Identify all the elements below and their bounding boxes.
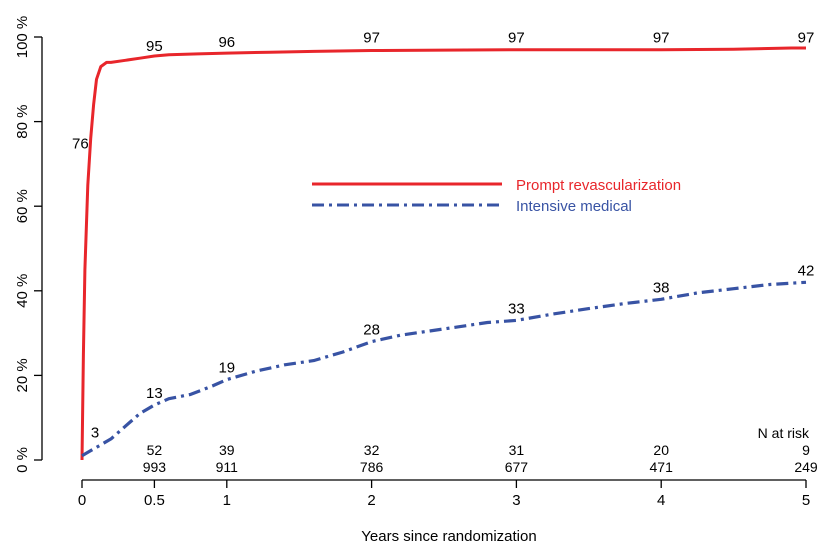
series-line-intensive-medical <box>81 280 807 458</box>
y-axis: 0 % 20 % 40 % 60 % 80 % 100 % <box>14 16 43 473</box>
x-tick-label: 4 <box>657 492 665 509</box>
y-tick-label: 80 % <box>14 104 31 138</box>
y-tick-label: 100 % <box>14 16 31 59</box>
series-line-prompt-revascularization <box>80 46 806 461</box>
data-label: 13 <box>146 385 163 402</box>
data-label: 76 <box>72 136 89 153</box>
x-tick-label: 2 <box>367 492 375 509</box>
data-label: 38 <box>653 279 670 296</box>
data-label: 33 <box>508 300 525 317</box>
legend: Prompt revascularization Intensive medic… <box>312 177 681 215</box>
x-tick-label: 0 <box>78 492 86 509</box>
risk-count: 31 <box>509 442 525 458</box>
risk-count: 911 <box>216 459 239 475</box>
risk-count: 786 <box>360 459 384 475</box>
legend-label-intensive-medical: Intensive medical <box>516 198 632 215</box>
risk-count: 32 <box>364 442 380 458</box>
risk-count: 677 <box>505 459 529 475</box>
data-label: 97 <box>363 30 380 47</box>
data-label: 96 <box>218 34 235 51</box>
data-label: 19 <box>218 360 235 377</box>
data-label: 28 <box>363 322 380 339</box>
data-labels: 76 95 96 97 97 97 97 3 13 19 28 33 38 42 <box>72 30 814 442</box>
x-tick-label: 1 <box>223 492 231 509</box>
y-tick-label: 60 % <box>14 189 31 223</box>
risk-table: N at risk 52 39 32 31 20 9 993 911 786 677 471 249 <box>143 425 817 475</box>
data-label: 42 <box>798 262 815 279</box>
series-layer <box>80 46 807 461</box>
risk-count: 52 <box>147 442 163 458</box>
data-label: 97 <box>653 30 670 47</box>
risk-count: 471 <box>650 459 674 475</box>
risk-count: 249 <box>794 459 817 475</box>
legend-label-prompt-revascularization: Prompt revascularization <box>516 177 681 194</box>
risk-count: 39 <box>219 442 235 458</box>
data-label: 97 <box>508 30 525 47</box>
data-label: 3 <box>91 424 99 441</box>
y-tick-label: 40 % <box>14 274 31 308</box>
x-tick-label: 5 <box>802 492 810 509</box>
data-label: 97 <box>798 30 815 47</box>
data-label: 95 <box>146 38 163 55</box>
risk-table-header: N at risk <box>758 425 810 441</box>
x-tick-label: 3 <box>512 492 520 509</box>
x-axis: 0 0.5 1 2 3 4 5 <box>78 479 810 509</box>
x-tick-label: 0.5 <box>144 492 165 509</box>
risk-count: 9 <box>802 442 810 458</box>
y-tick-label: 20 % <box>14 358 31 392</box>
y-tick-label: 0 % <box>14 447 31 473</box>
risk-count: 20 <box>653 442 669 458</box>
x-axis-title: Years since randomization <box>361 528 536 545</box>
risk-count: 993 <box>143 459 167 475</box>
